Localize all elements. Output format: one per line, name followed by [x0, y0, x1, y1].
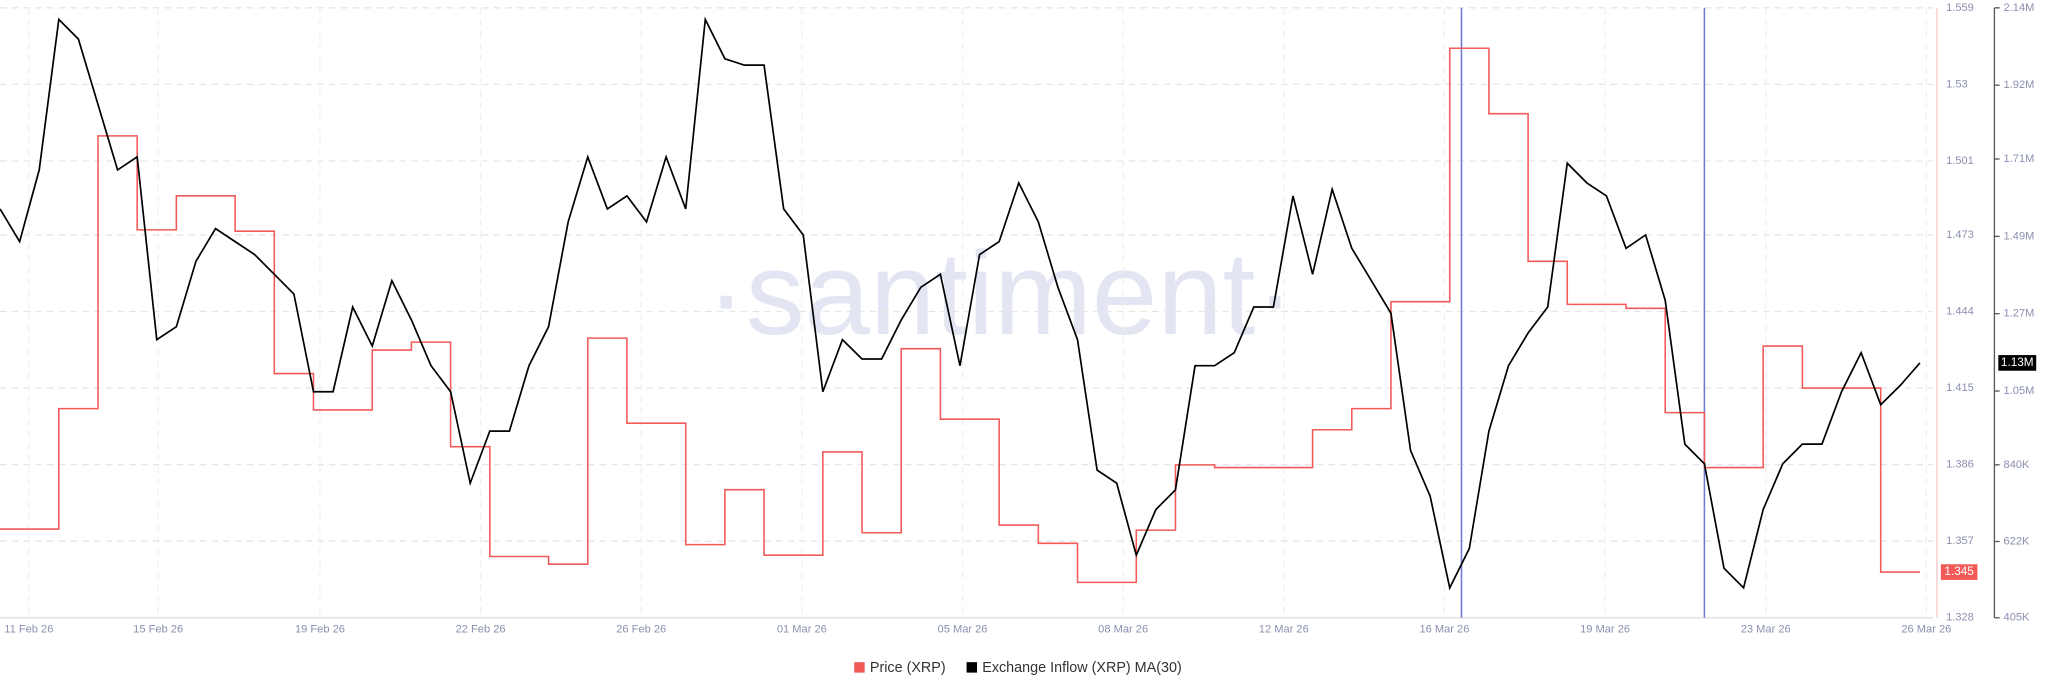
y2-tick-label: 840K	[2004, 459, 2031, 471]
x-tick-label: 23 Mar 26	[1741, 623, 1791, 635]
legend-swatch	[966, 662, 978, 673]
y2-tick-label: 622K	[2004, 535, 2031, 547]
y-tick-label: 1.328	[1946, 612, 1974, 624]
y2-tick-label: 1.05M	[2004, 385, 2035, 397]
legend-label: Exchange Inflow (XRP) MA(30)	[982, 660, 1182, 676]
y-tick-label: 1.53	[1946, 78, 1968, 90]
x-tick-label: 11 Feb 26	[4, 623, 53, 635]
series-line	[0, 16, 1921, 591]
watermark: ·santiment·	[707, 228, 1295, 359]
legend-swatch	[854, 662, 865, 673]
y2-tick-label: 1.71M	[2004, 153, 2035, 165]
y2-tick-label: 1.49M	[2004, 230, 2035, 242]
x-tick-label: 26 Feb 26	[616, 623, 666, 635]
x-tick-label: 16 Mar 26	[1419, 623, 1469, 635]
y2-tick-label: 405K	[2004, 612, 2031, 624]
y2-tick-label: 1.92M	[2004, 79, 2035, 91]
x-tick-label: 26 Mar 26	[1901, 623, 1951, 635]
x-tick-label: 19 Feb 26	[295, 623, 345, 635]
y-tick-label: 1.386	[1946, 459, 1974, 471]
x-tick-label: 12 Mar 26	[1259, 623, 1309, 635]
x-tick-label: 15 Feb 26	[133, 623, 183, 635]
y-tick-label: 1.444	[1946, 305, 1974, 317]
x-tick-label: 22 Feb 26	[456, 623, 506, 635]
y-tick-label: 1.501	[1946, 155, 1974, 167]
last-value-label: 1.345	[1944, 565, 1974, 578]
y-tick-label: 1.559	[1946, 2, 1974, 14]
series-line	[0, 47, 1920, 584]
y-tick-label: 1.357	[1946, 535, 1974, 547]
last-value-box	[1998, 355, 2037, 371]
y2-tick-label: 1.27M	[2004, 308, 2035, 320]
x-tick-label: 01 Mar 26	[777, 623, 827, 635]
last-value-box	[1940, 564, 1978, 580]
legend-label: Price (XRP)	[870, 660, 946, 676]
x-tick-label: 05 Mar 26	[938, 623, 988, 635]
y-tick-label: 1.415	[1946, 382, 1974, 394]
x-tick-label: 08 Mar 26	[1098, 623, 1148, 635]
y2-tick-label: 2.14M	[2004, 2, 2035, 14]
y-tick-label: 1.473	[1946, 229, 1974, 241]
last-value-label: 1.13M	[2001, 356, 2034, 369]
x-tick-label: 19 Mar 26	[1580, 623, 1630, 635]
